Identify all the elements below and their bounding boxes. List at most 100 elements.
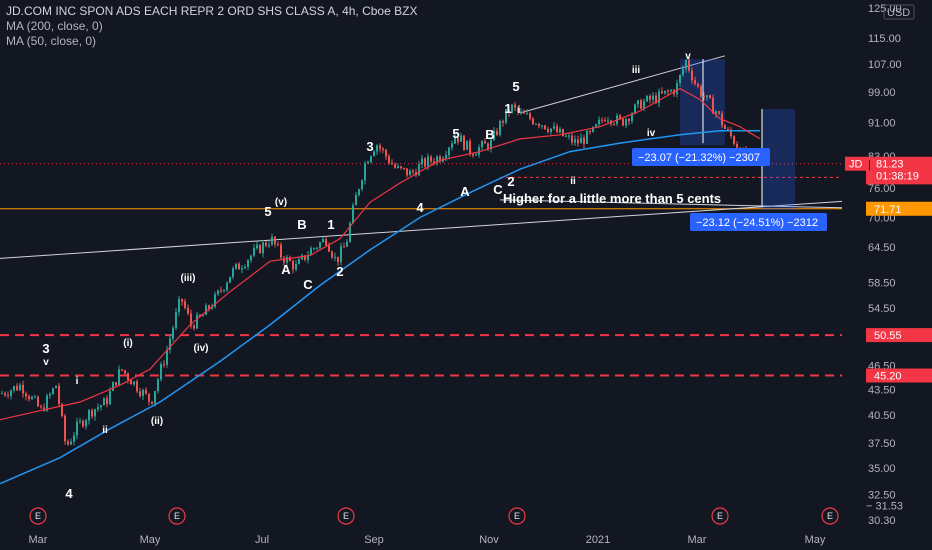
candle-body (451, 143, 453, 148)
candle-body (550, 128, 552, 133)
candle-body (4, 393, 6, 396)
candle-body (487, 143, 489, 150)
level-tag (866, 328, 932, 343)
candle-body (559, 129, 561, 133)
candle-body (94, 409, 96, 417)
candle-body (508, 109, 510, 113)
candle-body (364, 163, 366, 181)
wave-label: ii (102, 425, 108, 436)
candle-body (10, 390, 12, 396)
candle-body (367, 162, 369, 164)
support-trendline (499, 199, 843, 209)
earnings-marker-label: E (174, 511, 180, 521)
candle-body (250, 255, 252, 261)
currency-label: USD (887, 7, 910, 19)
wave-label: iv (647, 128, 656, 139)
candle-body (469, 140, 471, 154)
x-tick-label: 2021 (586, 534, 610, 546)
candle-body (205, 305, 207, 315)
candle-body (322, 238, 324, 243)
candle-body (655, 95, 657, 103)
candle-body (379, 145, 381, 149)
candle-body (277, 244, 279, 246)
y-tick-label: 40.50 (868, 410, 896, 422)
candle-body (61, 404, 63, 416)
time-axis[interactable]: Mar May Jul Sep Nov 2021 Mar May E E E E E E (29, 507, 839, 546)
moving-averages (0, 87, 761, 485)
candle-body (70, 441, 72, 445)
candle-body (262, 242, 264, 254)
candle-body (403, 167, 405, 169)
candle-body (589, 130, 591, 132)
candle-body (682, 68, 684, 75)
ma200-line (0, 129, 760, 485)
earnings-marker-label: E (343, 511, 349, 521)
candle-body (583, 137, 585, 144)
measure-label-2-bg (690, 213, 827, 231)
candle-body (544, 125, 546, 130)
candle-body (49, 393, 51, 396)
candle-body (481, 141, 483, 148)
candle-body (337, 256, 339, 263)
wave-label: 1 (327, 217, 334, 232)
candle-body (7, 395, 9, 397)
candle-body (535, 123, 537, 125)
lower-trendline (0, 200, 843, 259)
candle-body (622, 118, 624, 126)
price-axis[interactable]: 125.00115.00107.0099.0091.0083.0076.0070… (842, 0, 932, 550)
candle-body (679, 74, 681, 84)
candles (1, 56, 747, 446)
candle-body (736, 143, 738, 148)
candle-body (580, 137, 582, 144)
candle-body (529, 113, 531, 119)
candle-body (100, 405, 102, 408)
candle-body (211, 306, 213, 309)
candle-body (652, 95, 654, 100)
candle-body (22, 384, 24, 394)
wave-label: iii (632, 65, 641, 76)
ma50-legend: MA (50, close, 0) (6, 34, 97, 48)
candle-body (448, 147, 450, 156)
x-tick-label: Mar (29, 534, 48, 546)
candle-body (541, 125, 543, 127)
candle-body (238, 263, 240, 270)
candle-body (253, 248, 255, 256)
candle-body (409, 170, 411, 176)
candle-body (460, 135, 462, 142)
candle-body (421, 158, 423, 165)
candle-body (13, 386, 15, 391)
candle-body (676, 83, 678, 95)
candle-body (385, 149, 387, 157)
candle-body (523, 111, 525, 114)
candle-body (64, 415, 66, 442)
chart-title: JD.COM INC SPON ADS EACH REPR 2 ORD SHS … (6, 4, 418, 18)
candle-body (598, 119, 600, 125)
candle-body (295, 264, 297, 270)
candle-body (571, 135, 573, 143)
candle-body (355, 195, 357, 206)
x-tick-label: May (805, 534, 826, 546)
candle-body (82, 420, 84, 427)
candle-body (733, 136, 735, 144)
candle-body (382, 148, 384, 150)
candle-body (268, 244, 270, 246)
candle-body (202, 314, 204, 317)
y-tick-label: 91.00 (868, 118, 896, 130)
wave-label: C (493, 182, 503, 197)
candle-body (430, 156, 432, 162)
candle-body (661, 91, 663, 94)
candle-body (466, 140, 468, 150)
candle-body (574, 139, 576, 143)
wave-label: (ii) (151, 416, 163, 427)
candle-body (130, 379, 132, 385)
candle-body (1, 393, 3, 395)
candle-body (691, 70, 693, 81)
candle-body (607, 120, 609, 122)
candle-body (400, 166, 402, 168)
wave-label: i (76, 376, 79, 387)
candle-body (496, 130, 498, 135)
candle-body (667, 90, 669, 92)
candle-body (640, 100, 642, 109)
y-tick-label: 125.00 (868, 3, 902, 15)
